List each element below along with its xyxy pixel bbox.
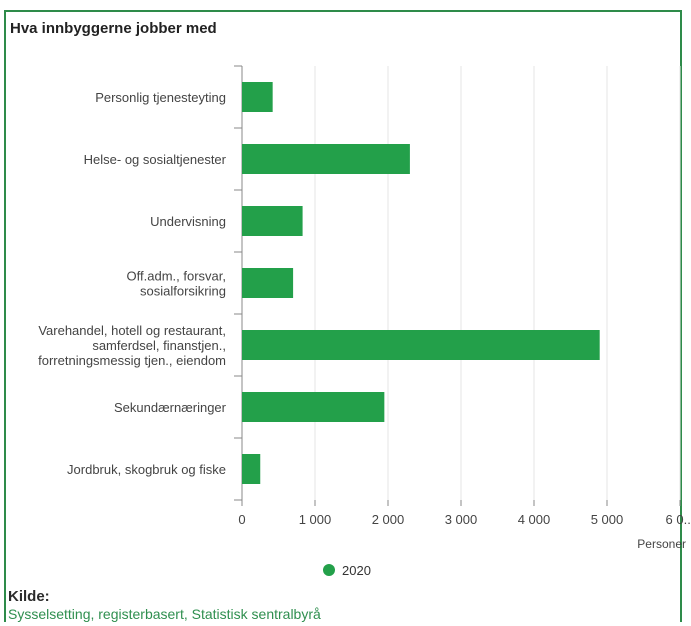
x-tick-label: 5 000 <box>591 512 624 527</box>
bar <box>242 330 600 360</box>
bar <box>242 206 303 236</box>
bar <box>242 392 385 422</box>
category-label: forretningsmessig tjen., eiendom <box>38 353 226 368</box>
category-label: Helse- og sosialtjenester <box>84 152 227 167</box>
bar <box>242 82 273 112</box>
bar <box>242 268 294 298</box>
category-label: Off.adm., forsvar, <box>127 269 226 284</box>
legend-label: 2020 <box>342 563 371 578</box>
bar <box>242 144 410 174</box>
x-tick-label: 6 0... <box>666 512 691 527</box>
category-label: samferdsel, finanstjen., <box>92 338 226 353</box>
category-label: Jordbruk, skogbruk og fiske <box>67 462 226 477</box>
legend-marker <box>323 564 335 576</box>
x-tick-label: 1 000 <box>299 512 332 527</box>
chart-title: Hva innbyggerne jobber med <box>10 20 217 37</box>
category-label: Undervisning <box>150 214 226 229</box>
category-label: Sekundærnæringer <box>114 400 227 415</box>
x-tick-label: 3 000 <box>445 512 478 527</box>
x-tick-label: 2 000 <box>372 512 405 527</box>
category-label: Personlig tjenesteyting <box>95 90 226 105</box>
bar <box>242 454 261 484</box>
chart-frame <box>4 10 682 622</box>
x-tick-label: 0 <box>238 512 245 527</box>
category-label: sosialforsikring <box>140 284 226 299</box>
x-axis-label: Personer <box>637 537 686 551</box>
source-link[interactable]: Sysselsetting, registerbasert, Statistis… <box>8 606 321 622</box>
category-label: Varehandel, hotell og restaurant, <box>38 323 226 338</box>
source-heading: Kilde: <box>8 588 50 605</box>
x-tick-label: 4 000 <box>518 512 551 527</box>
